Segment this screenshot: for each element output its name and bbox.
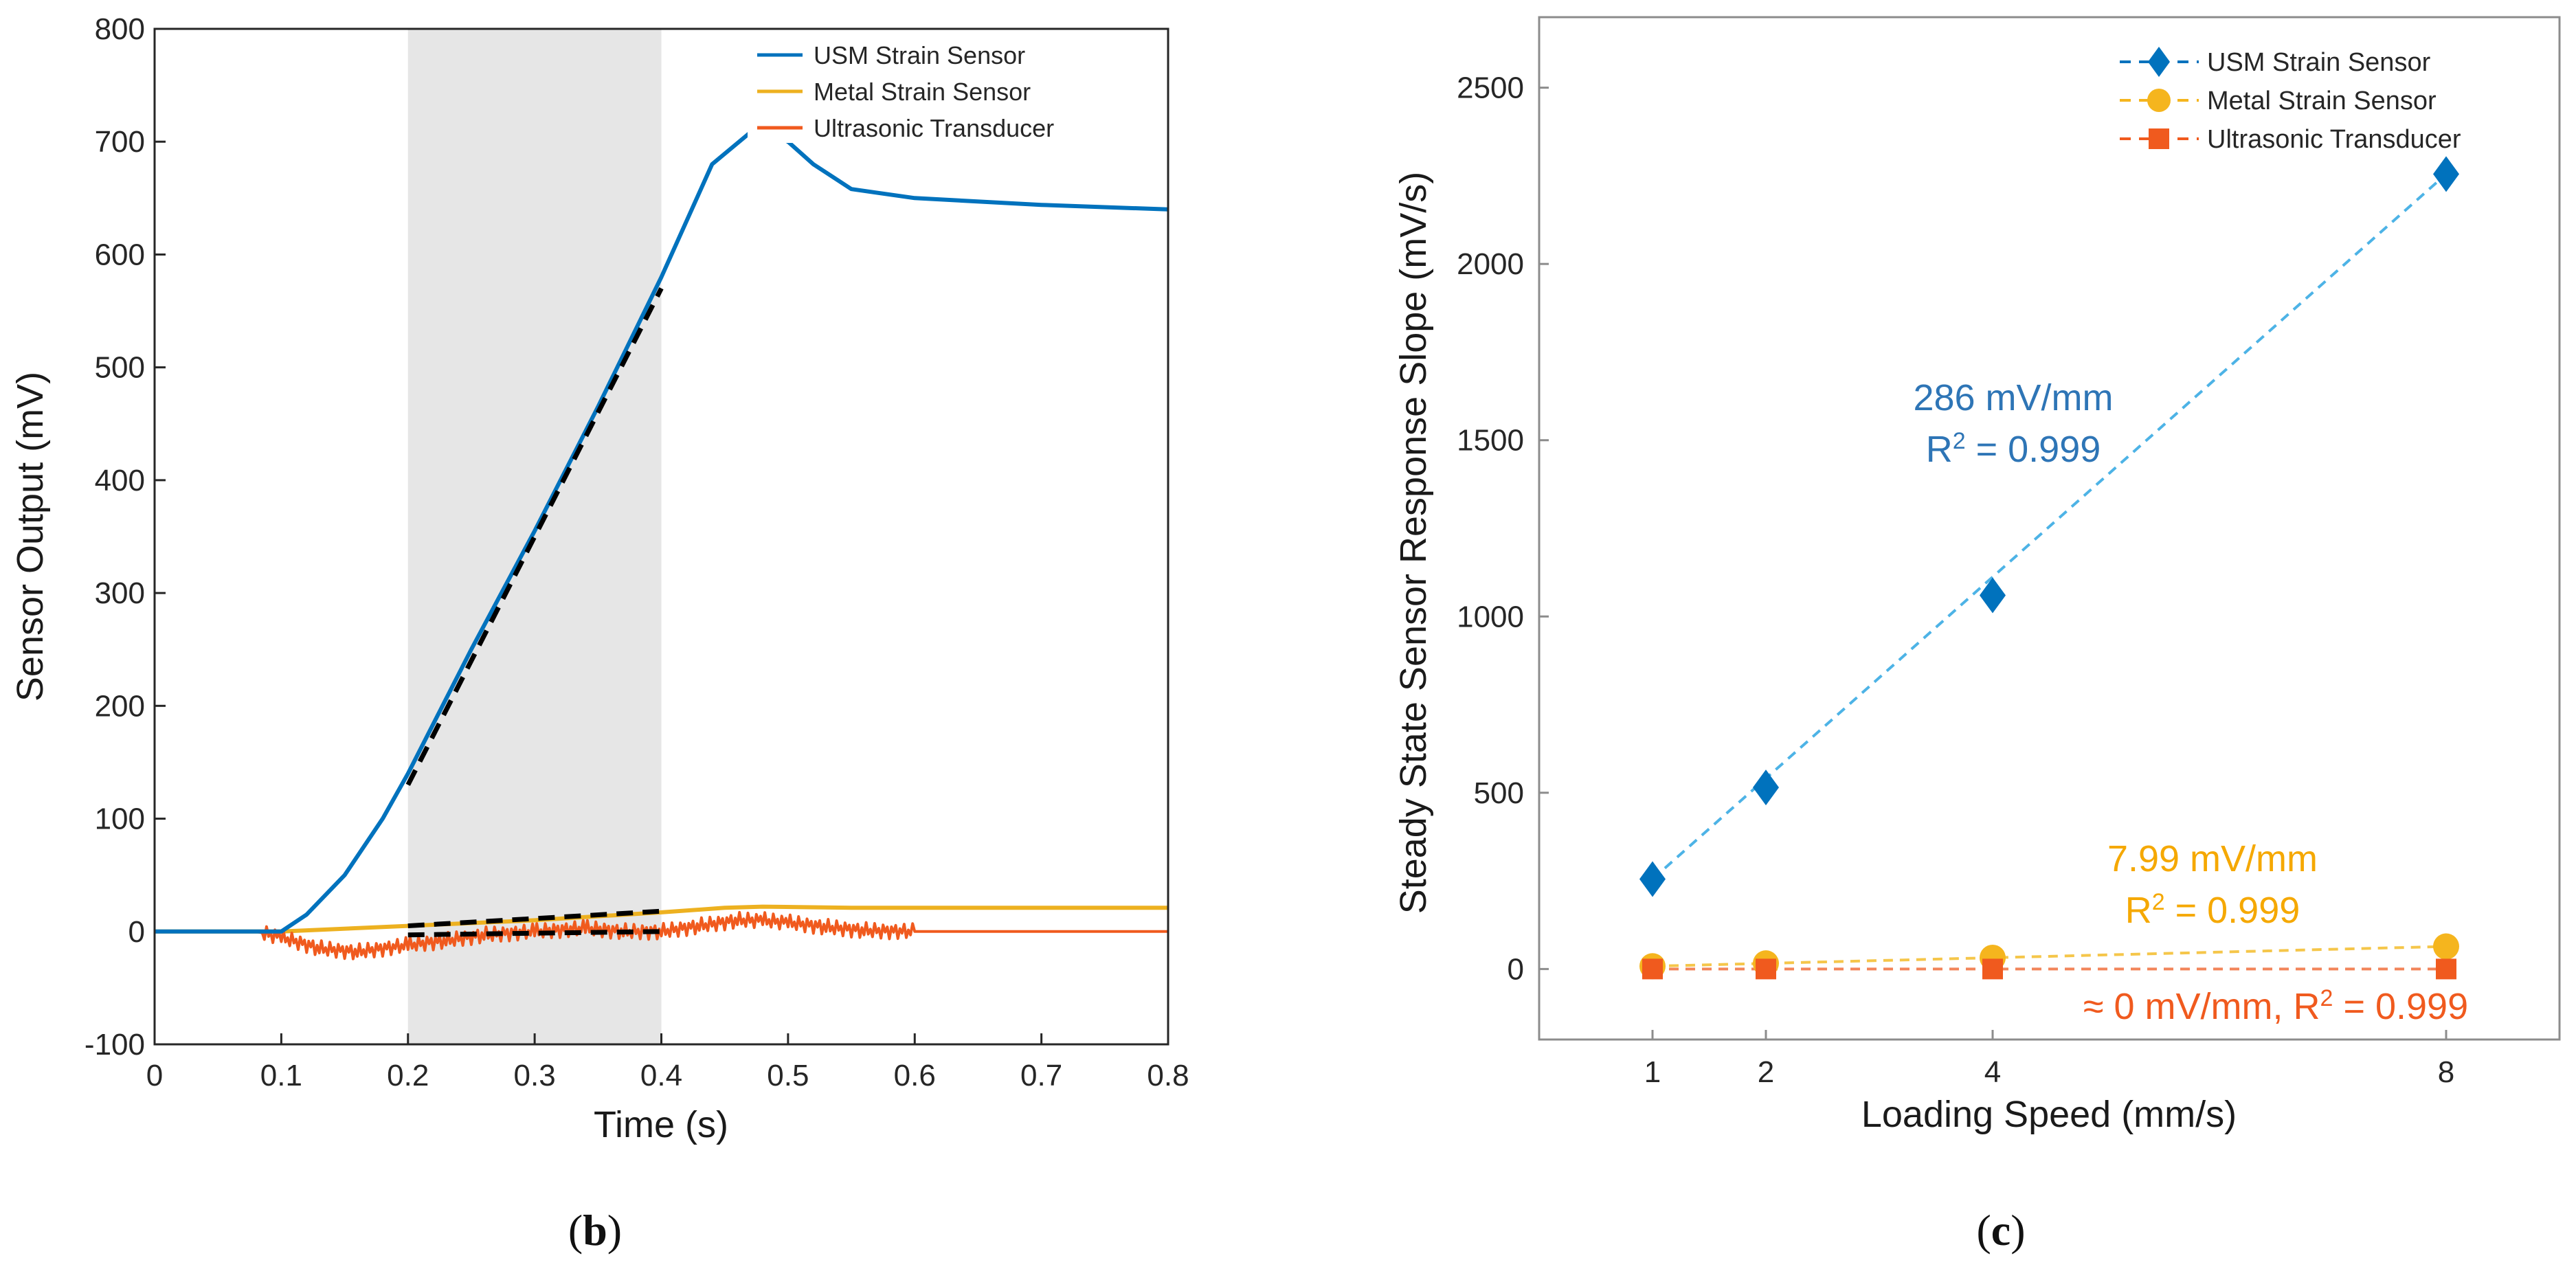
panel-c-point-ultrasonic <box>1982 958 2003 980</box>
panel-c-fit-line-usm <box>1651 172 2448 881</box>
panel-c-point-usm <box>1639 861 1666 897</box>
panel-c-point-ultrasonic <box>2436 958 2456 980</box>
panel-c-annotation-usm-r2-prefix: R <box>1926 429 1953 470</box>
panel-c-point-ultrasonic <box>1642 958 1663 980</box>
panel-c-annotation-usm-slope: 286 mV/mm <box>1913 377 2113 418</box>
panel-c-point-ultrasonic <box>1756 958 1776 980</box>
panel-c-legend: USM Strain Sensor Metal Strain Sensor Ul… <box>2120 47 2461 154</box>
panel-c-legend-square-icon <box>2149 128 2169 149</box>
panel-c-y-axis-label: Steady State Sensor Response Slope (mV/s… <box>1393 172 1434 914</box>
panel-c-axes-ticks <box>1539 87 2448 1040</box>
panel-c-point-usm <box>2433 156 2459 192</box>
panel-c-legend-metal: Metal Strain Sensor <box>2207 87 2437 115</box>
panel-c-x-axis-label: Loading Speed (mm/s) <box>1861 1094 2237 1135</box>
panel-c-caption-open: ( <box>1976 1206 1991 1255</box>
panel-c-markers <box>1639 156 2459 980</box>
panel-b-y-tick-label: 300 <box>95 576 145 610</box>
panel-b-series-group <box>155 128 1169 961</box>
panel-c-fit-lines <box>1651 172 2448 971</box>
panel-b-legend-ultrasonic: Ultrasonic Transducer <box>814 114 1054 142</box>
panel-c-y-tick-label: 2500 <box>1457 71 1524 105</box>
panel-c-legend-ultrasonic: Ultrasonic Transducer <box>2207 125 2461 154</box>
panel-b-series-usm <box>155 128 1169 934</box>
panel-b-legend-metal: Metal Strain Sensor <box>814 78 1031 106</box>
panel-c-x-tick-label: 8 <box>2438 1055 2454 1089</box>
panel-c-annotation-metal-r2-sup: 2 <box>2152 889 2165 915</box>
panel-b-fit-line-0 <box>405 287 664 786</box>
panel-b-x-tick-label: 0.5 <box>767 1059 809 1092</box>
panel-b-y-tick-label: 400 <box>95 464 145 497</box>
panel-c-legend-circle-icon <box>2147 89 2171 112</box>
panel-c-annotation-usm-r2: R2 = 0.999 <box>1926 428 2101 470</box>
panel-b-axes-box <box>153 27 1169 1046</box>
panel-b-line-chart: 0 0.1 0.2 0.3 0.4 0.5 0.6 0.7 0.8-10001002003004… <box>10 12 1189 1255</box>
panel-b-legend-box <box>748 33 1164 143</box>
panel-b-legend-usm: USM Strain Sensor <box>814 41 1025 69</box>
panel-c-tick-labels: 1 2 4 8 0 500 1000 1500 2000 2500 <box>1457 71 2454 1089</box>
panel-c-point-usm <box>1980 577 2006 614</box>
panel-b-y-axis-label: Sensor Output (mV) <box>10 372 51 701</box>
panel-b-y-tick-label: 500 <box>95 351 145 385</box>
panel-b-x-axis-label: Time (s) <box>594 1104 728 1145</box>
panel-b-y-tick-label: 700 <box>95 125 145 159</box>
panel-c-annotation-usm-r2-value: = 0.999 <box>1966 429 2101 470</box>
panel-c-annotation-metal-r2-value: = 0.999 <box>2165 890 2300 931</box>
panel-b-fit-line-1 <box>407 908 662 929</box>
panel-c-legend-diamond-icon <box>2148 47 2170 77</box>
panel-b-series-ultrasonic <box>155 910 1168 961</box>
panel-b-y-tick-label: -100 <box>85 1028 145 1062</box>
panel-b-x-tick-label: 0.6 <box>894 1059 936 1092</box>
panel-c-caption: (c) <box>1976 1206 2025 1255</box>
panel-c-point-usm <box>1753 770 1779 806</box>
panel-b-steady-state-shaded-region <box>407 29 662 1044</box>
panel-b-caption-close: ) <box>607 1206 622 1255</box>
panel-b-fit-line-2 <box>407 929 662 938</box>
panel-c-annotation-ultrasonic: ≈ 0 mV/mm, R2 = 0.999 <box>2083 985 2468 1027</box>
panel-b-x-tick-label: 0 <box>146 1059 163 1092</box>
panel-b-series-metal <box>155 904 1168 934</box>
panel-c-scatter-chart: 1 2 4 8 0 500 1000 1500 2000 2500 Loading Speed (… <box>1393 16 2561 1255</box>
panel-b-y-tick-label: 800 <box>95 12 145 46</box>
panel-c-y-tick-label: 0 <box>1508 952 1524 986</box>
panel-b-x-tick-label: 0.8 <box>1147 1059 1189 1092</box>
panel-c-y-tick-label: 2000 <box>1457 247 1524 281</box>
panel-c-x-tick-label: 2 <box>1758 1055 1774 1089</box>
panel-c-annotation-ultrasonic-sup: 2 <box>2320 985 2333 1011</box>
panel-c-y-tick-label: 1000 <box>1457 600 1524 633</box>
panel-b-y-tick-label: 100 <box>95 802 145 836</box>
panel-c-annotation-usm-r2-sup: 2 <box>1953 428 1966 454</box>
panel-b-caption: (b) <box>568 1206 622 1255</box>
panel-b-tick-labels: 0 0.1 0.2 0.3 0.4 0.5 0.6 0.7 0.8-10001002003004… <box>85 12 1189 1092</box>
panel-b-legend: USM Strain Sensor Metal Strain Sensor Ul… <box>748 33 1164 143</box>
panel-c-y-tick-label: 500 <box>1474 776 1524 810</box>
panel-c-y-tick-label: 1500 <box>1457 424 1524 458</box>
panel-c-legend-usm: USM Strain Sensor <box>2207 48 2431 77</box>
panel-c-annotation-ultrasonic-prefix: ≈ 0 mV/mm, R <box>2083 986 2320 1027</box>
panel-c-annotation-ultrasonic-value: = 0.999 <box>2333 986 2468 1027</box>
panel-c-annotation-metal-slope: 7.99 mV/mm <box>2107 838 2318 879</box>
panel-b-x-tick-label: 0.7 <box>1020 1059 1062 1092</box>
panel-b-x-tick-label: 0.1 <box>260 1059 302 1092</box>
panel-b-x-tick-label: 0.3 <box>514 1059 556 1092</box>
panel-b-x-tick-label: 0.2 <box>387 1059 429 1092</box>
panel-c-caption-close: ) <box>2011 1206 2025 1255</box>
panel-c-x-tick-label: 4 <box>1984 1055 2001 1089</box>
panel-c-annotation-metal-r2: R2 = 0.999 <box>2125 889 2300 931</box>
panel-b-y-tick-label: 600 <box>95 238 145 271</box>
panel-b-y-tick-label: 0 <box>128 915 145 949</box>
panel-b-x-tick-label: 0.4 <box>640 1059 682 1092</box>
panel-c-caption-letter: c <box>1991 1206 2011 1255</box>
panel-c-point-metal <box>2433 933 2459 960</box>
panel-c-x-tick-label: 1 <box>1644 1055 1661 1089</box>
panel-c-axes-box <box>1538 16 2561 1041</box>
panel-b-caption-letter: b <box>583 1206 607 1255</box>
panel-b-fit-lines <box>405 287 664 938</box>
panel-b-caption-open: ( <box>568 1206 583 1255</box>
panel-b-y-tick-label: 200 <box>95 689 145 723</box>
panel-c-annotation-metal-r2-prefix: R <box>2125 890 2152 931</box>
panel-c-fit-line-metal <box>1652 945 2447 968</box>
